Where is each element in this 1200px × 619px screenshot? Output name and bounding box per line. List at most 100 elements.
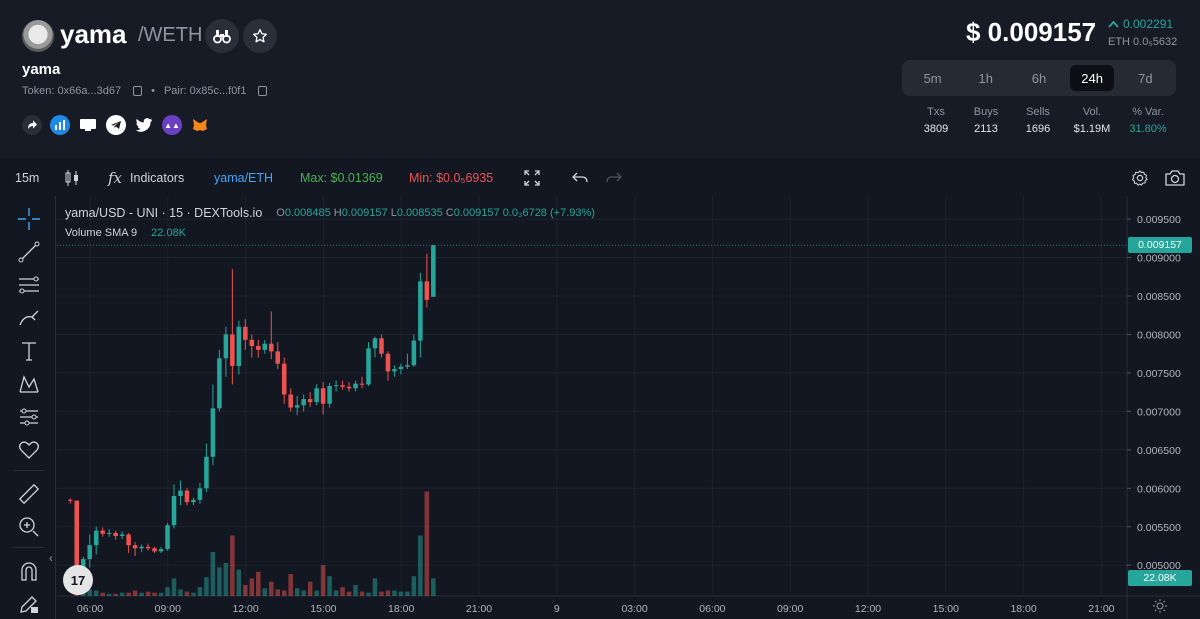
tab-24h[interactable]: 24h bbox=[1070, 65, 1115, 91]
favorite-button[interactable] bbox=[243, 19, 277, 53]
camera-icon bbox=[1165, 170, 1185, 186]
copy-pair-icon[interactable] bbox=[258, 86, 268, 96]
favorites-tool[interactable] bbox=[16, 437, 42, 463]
close-label: C bbox=[445, 207, 454, 219]
redo-icon bbox=[606, 172, 622, 183]
settings-button[interactable] bbox=[1131, 162, 1149, 194]
magnet-icon bbox=[21, 562, 37, 581]
volume-bar bbox=[327, 576, 332, 596]
candle-body bbox=[366, 348, 371, 385]
last-price-tag: 0.009157 bbox=[1128, 237, 1192, 254]
magnet-tool[interactable] bbox=[16, 558, 42, 584]
y-tick-label: 0.007000 bbox=[1137, 406, 1181, 418]
candle-body bbox=[333, 385, 339, 387]
candle-body bbox=[113, 532, 118, 536]
tradingview-logo[interactable]: 17 bbox=[63, 565, 93, 595]
ruler-icon bbox=[18, 483, 40, 505]
x-tick-label: 18:00 bbox=[1010, 603, 1036, 615]
token-address: Token: 0x66a...3d67 bbox=[22, 85, 122, 97]
share-icon[interactable] bbox=[22, 115, 42, 135]
pencil-lock-icon bbox=[20, 596, 38, 613]
stat-value: 31.80% bbox=[1129, 123, 1167, 135]
candle-body bbox=[204, 456, 209, 489]
pattern-icon bbox=[19, 375, 39, 393]
tab-5m[interactable]: 5m bbox=[923, 70, 942, 86]
volume-bar bbox=[197, 587, 203, 596]
candle-body bbox=[126, 534, 131, 546]
chevron-left-icon[interactable]: ‹ bbox=[49, 551, 53, 565]
undo-button[interactable] bbox=[572, 162, 588, 194]
text-tool[interactable] bbox=[16, 338, 42, 364]
y-tick-label: 0.008000 bbox=[1137, 329, 1181, 341]
fib-levels-icon bbox=[19, 276, 39, 294]
volume-bar bbox=[165, 587, 170, 596]
address-row: Token: 0x66a...3d67 • Pair: 0x85c...f0f1 bbox=[22, 85, 268, 97]
metamask-icon[interactable] bbox=[190, 115, 210, 135]
screenshot-button[interactable] bbox=[1165, 162, 1185, 194]
volume-bar bbox=[288, 574, 293, 596]
trendline-tool[interactable] bbox=[16, 239, 42, 265]
interval-button[interactable]: 15m bbox=[15, 171, 40, 185]
candle-body bbox=[346, 386, 352, 389]
price-change: 0.002291 bbox=[1108, 17, 1173, 31]
candle-type-button[interactable] bbox=[64, 162, 80, 194]
drawing-toolbar bbox=[0, 196, 56, 619]
copy-token-icon[interactable] bbox=[133, 86, 143, 96]
volume-bar bbox=[217, 567, 222, 596]
zoom-in-icon bbox=[19, 517, 39, 537]
pair-quote: /WETH bbox=[138, 24, 203, 46]
twitter-icon[interactable] bbox=[134, 115, 154, 135]
stat-label: Txs bbox=[927, 106, 945, 118]
gear-icon bbox=[1131, 170, 1148, 186]
price-chart[interactable]: 0.009500 0.009000 0.008500 0.008000 0.007500… bbox=[57, 196, 1200, 619]
candle-body bbox=[100, 530, 105, 534]
chart-area[interactable]: 0.009500 0.009000 0.008500 0.008000 0.007500… bbox=[49, 196, 1200, 619]
tab-7d[interactable]: 7d bbox=[1138, 70, 1153, 86]
binoculars-button[interactable] bbox=[205, 19, 239, 53]
indicators-button[interactable]: fx Indicators bbox=[108, 162, 184, 194]
x-tick-label: 12:00 bbox=[855, 603, 881, 615]
lock-drawing-tool[interactable] bbox=[16, 591, 42, 617]
stat-buys: Buys 2113 bbox=[957, 106, 1015, 135]
brush-tool[interactable] bbox=[16, 305, 42, 331]
fullscreen-icon bbox=[524, 170, 540, 186]
fib-tool[interactable] bbox=[16, 272, 42, 298]
candle-body bbox=[392, 369, 397, 372]
arrow-up-icon bbox=[1108, 20, 1119, 28]
measure-tool[interactable] bbox=[16, 481, 42, 507]
volume-bar bbox=[307, 581, 313, 596]
fullscreen-button[interactable] bbox=[524, 162, 540, 194]
tab-1h[interactable]: 1h bbox=[978, 70, 994, 86]
ohlc-values: O0.008485 H0.009157 L0.008535 C0.009157 … bbox=[276, 207, 595, 219]
zoom-tool[interactable] bbox=[16, 514, 42, 540]
candle-body bbox=[411, 340, 417, 366]
y-tick-label: 0.008500 bbox=[1137, 291, 1181, 303]
tab-6h[interactable]: 6h bbox=[1031, 70, 1047, 86]
function-icon: fx bbox=[108, 169, 123, 187]
volume-bar bbox=[398, 591, 404, 596]
crosshair-tool[interactable] bbox=[16, 206, 42, 232]
volume-label: Volume SMA 9 bbox=[65, 227, 138, 239]
candle-body bbox=[236, 326, 242, 366]
candle-body bbox=[288, 394, 293, 408]
stat-value: 2113 bbox=[974, 123, 998, 135]
symbol-button[interactable]: yama/ETH bbox=[214, 171, 274, 185]
forecast-tool[interactable] bbox=[16, 404, 42, 430]
redo-button[interactable] bbox=[606, 162, 622, 194]
candle-body bbox=[314, 388, 319, 403]
high-label: H bbox=[333, 207, 342, 219]
dextools-icon[interactable] bbox=[50, 115, 70, 135]
price-change-value: 0.002291 bbox=[1123, 17, 1174, 31]
candle-body bbox=[152, 548, 157, 552]
candle-body bbox=[379, 338, 384, 354]
volume-bar bbox=[418, 535, 423, 596]
time-settings-button[interactable] bbox=[1153, 599, 1167, 618]
telegram-icon[interactable] bbox=[106, 115, 126, 135]
volume-bar bbox=[411, 576, 417, 596]
website-icon[interactable] bbox=[78, 115, 98, 135]
min-price: Min: $0.0₅6935 bbox=[409, 171, 494, 185]
forecast-icon bbox=[20, 408, 38, 426]
pattern-tool[interactable] bbox=[16, 371, 42, 397]
dexscreener-icon[interactable]: ▲▲ bbox=[162, 115, 182, 135]
volume-bar bbox=[178, 589, 183, 596]
